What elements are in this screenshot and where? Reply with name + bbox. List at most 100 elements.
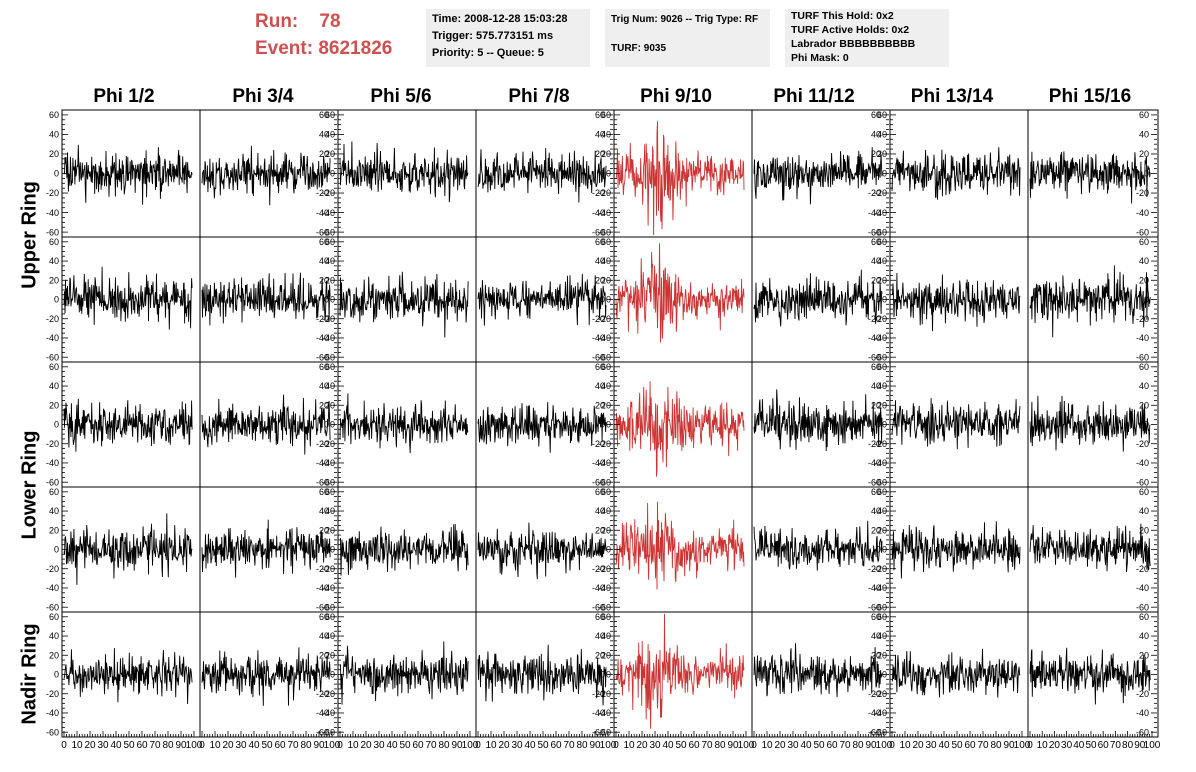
y-tick-label: 60 — [325, 487, 335, 497]
y-tick-label: -20 — [868, 439, 881, 449]
y-tick-label: 40 — [319, 381, 329, 391]
y-tick-label: 20 — [325, 275, 335, 285]
y-tick-label: 20 — [595, 275, 605, 285]
y-tick-label: 40 — [871, 256, 881, 266]
y-tick-label: 0 — [1144, 545, 1149, 555]
y-tick-label: -20 — [1136, 439, 1149, 449]
waveform-trace — [615, 243, 745, 343]
y-tick-label: 20 — [601, 275, 611, 285]
y-tick-label: -40 — [592, 583, 605, 593]
x-tick-label: 0 — [751, 740, 757, 751]
y-tick-label: 0 — [324, 420, 329, 430]
waveform-trace — [891, 521, 1021, 579]
x-tick-label: 80 — [300, 740, 312, 751]
waveform-trace — [339, 141, 469, 203]
y-tick-label: -60 — [598, 602, 611, 612]
y-tick-label: 20 — [319, 400, 329, 410]
y-tick-label: -20 — [874, 314, 887, 324]
y-tick-label: 40 — [871, 130, 881, 140]
y-tick-label: 60 — [1139, 237, 1149, 247]
y-tick-label: 20 — [319, 525, 329, 535]
y-tick-label: 60 — [325, 612, 335, 622]
x-tick-label: 90 — [589, 740, 601, 751]
y-tick-label: -60 — [1136, 352, 1149, 362]
y-tick-label: -60 — [46, 727, 59, 737]
x-tick-label: 80 — [852, 740, 864, 751]
y-tick-label: -40 — [46, 583, 59, 593]
y-tick-label: 20 — [319, 275, 329, 285]
x-tick-label: 30 — [787, 740, 799, 751]
column-title: Phi 7/8 — [508, 86, 570, 107]
y-tick-label: 40 — [49, 631, 59, 641]
x-tick-label: 10 — [485, 740, 497, 751]
x-tick-label: 40 — [386, 740, 398, 751]
x-tick-label: 20 — [636, 740, 648, 751]
y-tick-label: -20 — [868, 689, 881, 699]
y-tick-label: -40 — [874, 208, 887, 218]
y-tick-label: 40 — [595, 130, 605, 140]
y-tick-label: 40 — [595, 506, 605, 516]
y-tick-label: 20 — [319, 149, 329, 159]
x-tick-label: 90 — [727, 740, 739, 751]
y-tick-label: 40 — [49, 381, 59, 391]
y-tick-label: -40 — [598, 333, 611, 343]
turf-info-box: TURF This Hold: 0x2 TURF Active Holds: 0… — [785, 9, 949, 67]
y-tick-label: -60 — [316, 477, 329, 487]
waveform-trace — [63, 513, 193, 585]
y-tick-label: -20 — [46, 564, 59, 574]
waveform-trace — [63, 648, 193, 705]
x-tick-label: 0 — [613, 740, 619, 751]
y-tick-label: 0 — [330, 169, 335, 179]
y-tick-label: -20 — [598, 564, 611, 574]
waveform-trace — [477, 148, 607, 203]
y-tick-label: 60 — [877, 362, 887, 372]
y-tick-label: -40 — [1136, 458, 1149, 468]
x-tick-label: 30 — [649, 740, 661, 751]
y-tick-label: -40 — [46, 208, 59, 218]
x-tick-label: 10 — [761, 740, 773, 751]
x-tick-label: 40 — [800, 740, 812, 751]
y-tick-label: 0 — [876, 169, 881, 179]
trigger-text: Trigger: 575.773151 ms — [432, 30, 554, 42]
x-tick-label: 30 — [511, 740, 523, 751]
y-tick-label: 20 — [871, 525, 881, 535]
y-tick-label: 20 — [595, 149, 605, 159]
y-tick-label: 0 — [330, 670, 335, 680]
x-tick-label: 0 — [61, 740, 67, 751]
y-tick-label: 40 — [325, 506, 335, 516]
y-tick-label: 0 — [1144, 670, 1149, 680]
x-tick-label: 60 — [688, 740, 700, 751]
y-tick-label: 60 — [595, 612, 605, 622]
waveform-trace — [753, 147, 883, 205]
y-tick-label: 40 — [325, 381, 335, 391]
y-tick-label: -40 — [868, 708, 881, 718]
x-tick-label: 10 — [1037, 740, 1049, 751]
y-tick-label: -20 — [874, 439, 887, 449]
panel-frame — [1027, 611, 1159, 738]
y-tick-label: 0 — [330, 545, 335, 555]
y-tick-label: 60 — [601, 110, 611, 120]
y-tick-label: -40 — [598, 458, 611, 468]
y-tick-label: 40 — [319, 256, 329, 266]
y-tick-label: 40 — [595, 381, 605, 391]
x-tick-label: 70 — [425, 740, 437, 751]
y-tick-label: 60 — [1139, 362, 1149, 372]
y-tick-label: -60 — [322, 477, 335, 487]
y-tick-label: 20 — [601, 149, 611, 159]
y-tick-label: 0 — [882, 169, 887, 179]
y-tick-label: -40 — [874, 333, 887, 343]
x-tick-label: 80 — [162, 740, 174, 751]
y-tick-label: -60 — [316, 227, 329, 237]
y-tick-label: 0 — [876, 670, 881, 680]
y-tick-label: -40 — [46, 458, 59, 468]
y-tick-label: -60 — [322, 727, 335, 737]
y-tick-label: 40 — [49, 506, 59, 516]
y-tick-label: 60 — [877, 487, 887, 497]
y-tick-label: -20 — [874, 188, 887, 198]
waveform-trace — [477, 273, 607, 326]
x-tick-label: 60 — [274, 740, 286, 751]
y-tick-label: 40 — [601, 381, 611, 391]
time-text: Time: 2008-12-28 15:03:28 — [432, 13, 568, 25]
y-tick-label: -40 — [1136, 333, 1149, 343]
x-tick-label: 60 — [412, 740, 424, 751]
